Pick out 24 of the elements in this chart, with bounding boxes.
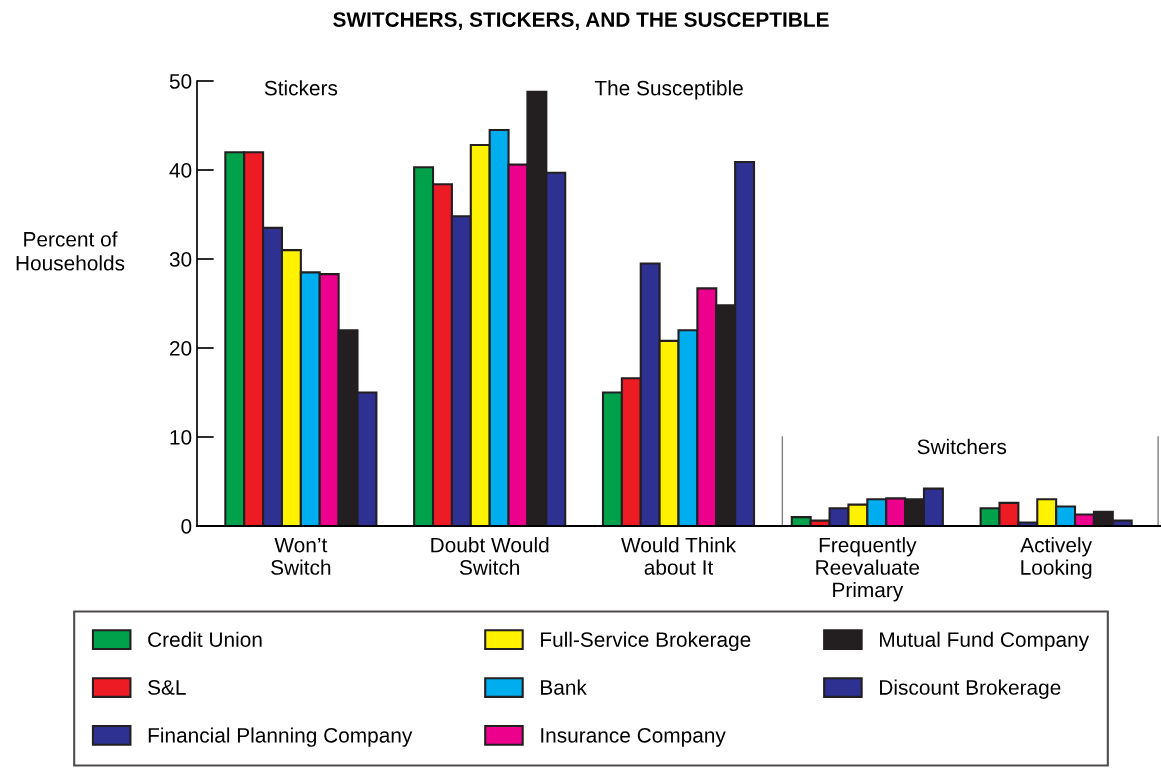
legend-label: Mutual Fund Company	[880, 631, 1090, 652]
chart-title: SWITCHERS, STICKERS, AND THE SUSCEPTIBLE	[333, 12, 829, 30]
x-tick-label: Won’t Switch	[271, 537, 331, 575]
legend-label: Financial Planning Company	[148, 727, 413, 747]
x-tick-label: Actively Looking	[1020, 537, 1092, 579]
y-tick-label: 10	[170, 430, 192, 445]
x-tick-label: Frequently Reevaluate Primary	[816, 537, 920, 602]
legend-label: Discount Brokerage	[880, 679, 1061, 699]
legend-label: S&L	[148, 680, 186, 695]
y-tick-label: 30	[169, 252, 192, 267]
y-tick-label: 0	[181, 519, 192, 534]
x-tick-label: Would Think about It	[621, 537, 737, 575]
y-tick-label: 40	[169, 163, 192, 178]
y-tick-label: 20	[170, 341, 192, 356]
y-axis-title: Percent of Households	[16, 231, 125, 271]
legend-label: Full-Service Brokerage	[541, 631, 751, 652]
legend-label: Bank	[541, 679, 587, 695]
legend-label: Insurance Company	[541, 727, 726, 747]
x-tick-label: Doubt Would Switch	[431, 537, 549, 575]
annotation: The Susceptible	[594, 80, 743, 100]
annotation: Switchers	[917, 438, 1007, 455]
y-tick-label: 50	[169, 74, 192, 89]
legend-label: Credit Union	[148, 631, 262, 647]
annotation: Stickers	[264, 80, 338, 96]
